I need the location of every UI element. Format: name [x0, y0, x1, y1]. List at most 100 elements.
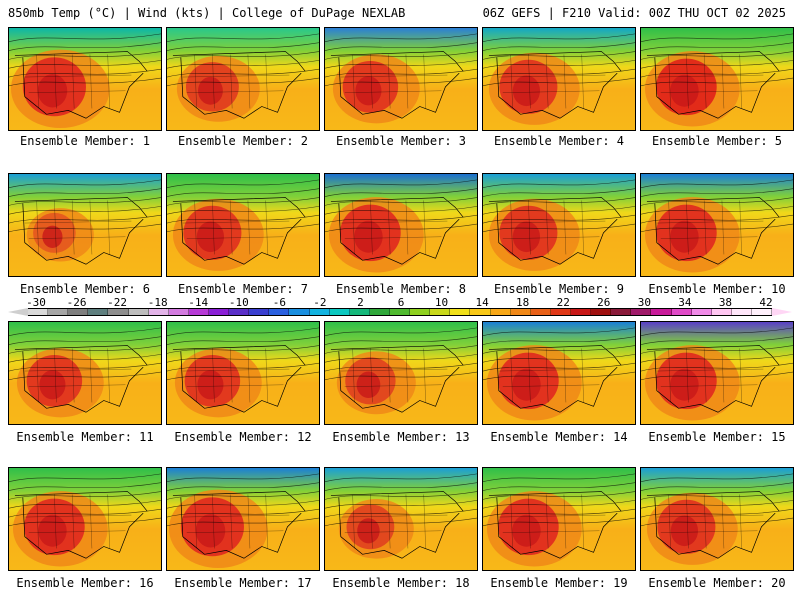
- colorbar-tick-label: 14: [475, 296, 489, 309]
- state-border: [502, 384, 600, 387]
- border-line: [488, 197, 622, 218]
- state-border: [387, 54, 391, 109]
- coastline: [180, 351, 302, 413]
- coastline: [654, 57, 776, 119]
- colorbar-tick-label: 42: [759, 296, 773, 309]
- colorbar-tick-labels: -30 -26 -22 -18 -14 -10 -6 -2 2 6 10 14 18 22 26 30 34 38…: [0, 296, 800, 309]
- state-border: [194, 200, 197, 255]
- contour-line: [483, 223, 635, 233]
- colorbar-segment: [510, 309, 531, 315]
- coastline: [180, 57, 302, 119]
- state-border: [660, 90, 758, 93]
- contour-line: [325, 188, 477, 197]
- state-border: [563, 54, 567, 109]
- state-border: [340, 220, 448, 224]
- hot-center: [195, 514, 226, 548]
- hot-center: [197, 370, 224, 400]
- page-title: 850mb Temp (°C) | Wind (kts) | College o…: [8, 6, 406, 20]
- state-border: [265, 200, 268, 255]
- contour-line: [9, 491, 161, 500]
- colorbar-segment: [611, 309, 632, 315]
- ensemble-member-map: [8, 467, 162, 571]
- border-line: [14, 491, 148, 512]
- contour-line: [325, 42, 477, 51]
- contour-line: [483, 491, 635, 500]
- contour-line: [167, 371, 319, 381]
- colorbar-tick-label: 6: [397, 296, 405, 309]
- colorbar-segment: [490, 309, 511, 315]
- member-caption: Ensemble Member: 16: [16, 576, 154, 590]
- state-border: [703, 200, 707, 255]
- contour-line: [167, 51, 319, 60]
- state-border: [24, 514, 132, 518]
- contour-line: [641, 508, 793, 518]
- state-border: [71, 348, 75, 403]
- contour-line: [9, 68, 161, 78]
- member-caption: Ensemble Member: 4: [493, 134, 625, 148]
- contour-line: [167, 517, 319, 527]
- member-caption: Ensemble Member: 13: [332, 430, 470, 444]
- ensemble-member-map: [166, 173, 320, 277]
- state-border: [352, 494, 355, 549]
- state-border: [563, 200, 567, 255]
- hot-center: [670, 220, 699, 253]
- colorbar-segment: [148, 309, 169, 315]
- state-border: [656, 514, 764, 518]
- state-border: [370, 494, 373, 549]
- contour-line: [325, 77, 477, 87]
- colorbar-segment: [631, 309, 652, 315]
- state-border: [739, 54, 742, 109]
- hot-center: [196, 221, 225, 253]
- member-caption: Ensemble Member: 9: [493, 282, 625, 296]
- ensemble-member-map: [482, 173, 636, 277]
- state-border: [405, 200, 409, 255]
- colorbar-tick-label: -10: [228, 296, 249, 309]
- member-caption: Ensemble Member: 15: [648, 430, 786, 444]
- colorbar-tick-label: -14: [188, 296, 209, 309]
- state-border: [186, 90, 284, 93]
- state-border: [721, 54, 725, 109]
- state-border: [28, 90, 126, 93]
- contour-line: [483, 42, 635, 51]
- border-line: [172, 197, 306, 218]
- state-border: [686, 54, 689, 109]
- colorbar-tick-label: -30: [26, 296, 46, 309]
- state-border: [54, 348, 57, 403]
- colorbar-tick-label: -26: [66, 296, 87, 309]
- member-caption: Ensemble Member: 6: [19, 282, 151, 296]
- colorbar-segment: [128, 309, 149, 315]
- border-line: [172, 51, 306, 72]
- state-border: [212, 348, 215, 403]
- contour-line: [167, 42, 319, 51]
- contour-line: [9, 508, 161, 518]
- state-border: [344, 236, 442, 239]
- hot-center: [512, 368, 541, 401]
- state-border: [24, 74, 132, 78]
- border-line: [488, 491, 622, 512]
- ensemble-member-map: [640, 27, 794, 131]
- contour-line: [325, 179, 477, 189]
- state-border: [344, 384, 442, 387]
- contour-line: [641, 42, 793, 51]
- ensemble-member-map: [324, 467, 478, 571]
- member-caption: Ensemble Member: 5: [651, 134, 783, 148]
- state-border: [660, 236, 758, 239]
- state-border: [387, 348, 391, 403]
- contour-line: [9, 197, 161, 206]
- ensemble-member-map: [166, 321, 320, 425]
- contour-line: [483, 508, 635, 518]
- contour-line: [483, 473, 635, 483]
- contour-line: [483, 68, 635, 78]
- state-border: [344, 530, 442, 533]
- contour-line: [483, 371, 635, 381]
- state-border: [721, 200, 725, 255]
- hot-center: [354, 220, 383, 253]
- state-border: [721, 348, 725, 403]
- state-border: [229, 200, 233, 255]
- coastline: [496, 497, 618, 559]
- state-border: [563, 494, 567, 549]
- state-border: [510, 54, 513, 109]
- state-border: [36, 200, 39, 255]
- colorbar-segment: [651, 309, 672, 315]
- state-border: [36, 494, 39, 549]
